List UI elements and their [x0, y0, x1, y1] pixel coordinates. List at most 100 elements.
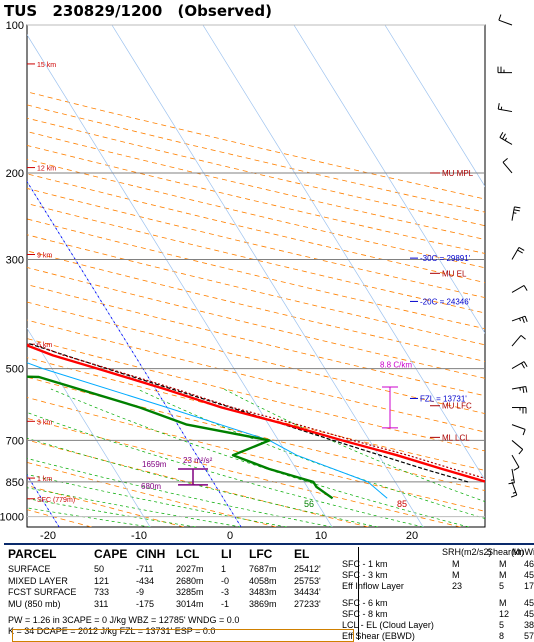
table-cell: 3869m [249, 598, 277, 609]
table-cell: -711 [136, 564, 154, 574]
table-cell: 23 [452, 581, 463, 591]
temp-tick-label: -10 [131, 530, 147, 542]
isotherm [384, 25, 485, 188]
dry-adiabat [27, 188, 485, 299]
table-cell: 2027m [176, 564, 204, 574]
table-cell: LCL [176, 547, 200, 561]
table-cell: -434 [136, 575, 155, 586]
table-cell: 1 [221, 564, 227, 574]
table-cell: PARCEL [8, 547, 57, 561]
mu-lfc-label: MU LFC [442, 402, 472, 411]
table-cell: 57/ [524, 631, 534, 641]
mu-mpl-label: MU MPL [442, 169, 474, 178]
moist-adiabat [27, 498, 196, 527]
wind-barb [498, 14, 513, 26]
table-cell: 45/79 [524, 570, 534, 580]
table-cell: -3 [221, 587, 230, 597]
plot-frame [26, 24, 486, 528]
dry-adiabat [27, 397, 485, 512]
table-cell: MU (850 mb) [8, 598, 61, 609]
iso-minus20-label: -20C = 24346' [420, 297, 471, 306]
lapse-rate-label: 8.8 C/km [380, 361, 412, 370]
station-id: TUS [4, 2, 38, 20]
sounding-title: TUS 230829/1200 (Observed) [4, 2, 282, 20]
height-label: 3 km [37, 419, 52, 426]
table-cell: CINH [136, 547, 166, 561]
table-cell: M [499, 559, 507, 569]
temp-tick-label: 0 [227, 530, 233, 542]
pressure-tick-label: 700 [6, 435, 24, 447]
wind-barb [511, 424, 526, 436]
inflow-top-label: 1659m [142, 460, 167, 469]
isotherms-group [27, 25, 485, 527]
wind-barb [508, 468, 515, 485]
table-cell: SRH(m2/s2) [442, 547, 492, 557]
wind-barb [499, 132, 513, 145]
misc-indices-row: K = 34 DCAPE = 2012 J/kg FZL = 13731' ES… [8, 626, 216, 636]
table-cell: 25753' [294, 575, 321, 586]
height-label: 15 km [37, 62, 56, 69]
height-label: 1 km [37, 476, 52, 483]
temp-tick-label: 10 [315, 530, 327, 542]
dewpoint-line [27, 375, 334, 500]
pressure-tick-label: 100 [6, 20, 24, 32]
wetbulb-line [27, 362, 388, 499]
isotherm [27, 327, 151, 527]
table-cell: 34434' [294, 587, 321, 597]
fzl-label: FZL = 13731' [420, 394, 467, 403]
pressure-tick-label: 200 [6, 168, 24, 180]
table-cell: M [499, 570, 507, 580]
table-cell: CAPE [94, 547, 128, 561]
indices-panel: PARCEL CAPE CINH LCL LI LFC EL SURFACE 50 -711 202… [4, 543, 534, 642]
kinematics-table: SRH(m2/s2)Shear(kt)MnWindSFC - 1 kmMM46/… [334, 547, 534, 641]
height-label: 12 km [37, 166, 56, 173]
table-cell: SFC - 6 km [342, 598, 388, 608]
table-cell: FCST SURFACE [8, 587, 77, 597]
table-cell: 27233' [294, 598, 321, 609]
height-label: 6 km [37, 342, 52, 349]
dry-adiabat [27, 319, 485, 433]
table-cell: 7687m [249, 564, 277, 574]
wind-barb [511, 361, 528, 370]
table-cell: MIXED LAYER [8, 575, 68, 586]
table-cell: SFC - 1 km [342, 559, 388, 569]
table-cell: 121 [94, 575, 110, 586]
table-cell: M [452, 570, 460, 580]
temperature-line [27, 344, 485, 483]
table-cell: 45/91 [524, 598, 534, 608]
temp-tick-label: 20 [406, 530, 418, 542]
temp-tick-label: -20 [40, 530, 56, 542]
surface-dewpoint-label: 56 [304, 499, 314, 509]
mu-row-highlight [12, 629, 354, 642]
table-cell: -9 [136, 587, 145, 597]
dry-adiabat [27, 203, 485, 314]
table-cell: EL [294, 547, 310, 561]
table-cell: LFC [249, 547, 273, 561]
pressure-tick-label: 300 [6, 255, 24, 267]
moist-adiabat [27, 487, 242, 527]
table-cell: 4058m [249, 575, 277, 586]
table-cell: Shear(kt) [487, 547, 525, 557]
virtual-temp-line [39, 345, 485, 479]
table-cell: 3285m [176, 587, 204, 597]
table-cell: 8 [499, 631, 505, 641]
skewt-diagram: 100 200 300 500 700 850 1000 -20 -10 0 10 20 15 km 12… [0, 14, 528, 542]
profiles-group [27, 342, 485, 500]
table-cell: 3014m [176, 598, 204, 609]
table-cell: 12 [499, 609, 510, 619]
table-cell: SURFACE [8, 564, 51, 574]
table-cell: 25412' [294, 564, 321, 574]
table-cell: 5 [499, 620, 505, 630]
table-cell: SFC - 8 km [342, 609, 388, 619]
wind-barb [497, 103, 513, 113]
isotherm [293, 25, 485, 334]
table-cell: M [452, 559, 460, 569]
dry-adiabat [27, 158, 485, 269]
pressure-tick-label: 1000 [0, 512, 24, 524]
table-cell: M [499, 598, 507, 608]
isotherm [27, 34, 333, 527]
iso-minus30-label: -30C = 29891' [420, 254, 471, 263]
table-cell: 38/1 [524, 620, 534, 630]
parcel-table: PARCEL CAPE CINH LCL LI LFC EL SURFACE 50 -711 202… [8, 547, 358, 640]
dry-adiabat [27, 439, 369, 527]
